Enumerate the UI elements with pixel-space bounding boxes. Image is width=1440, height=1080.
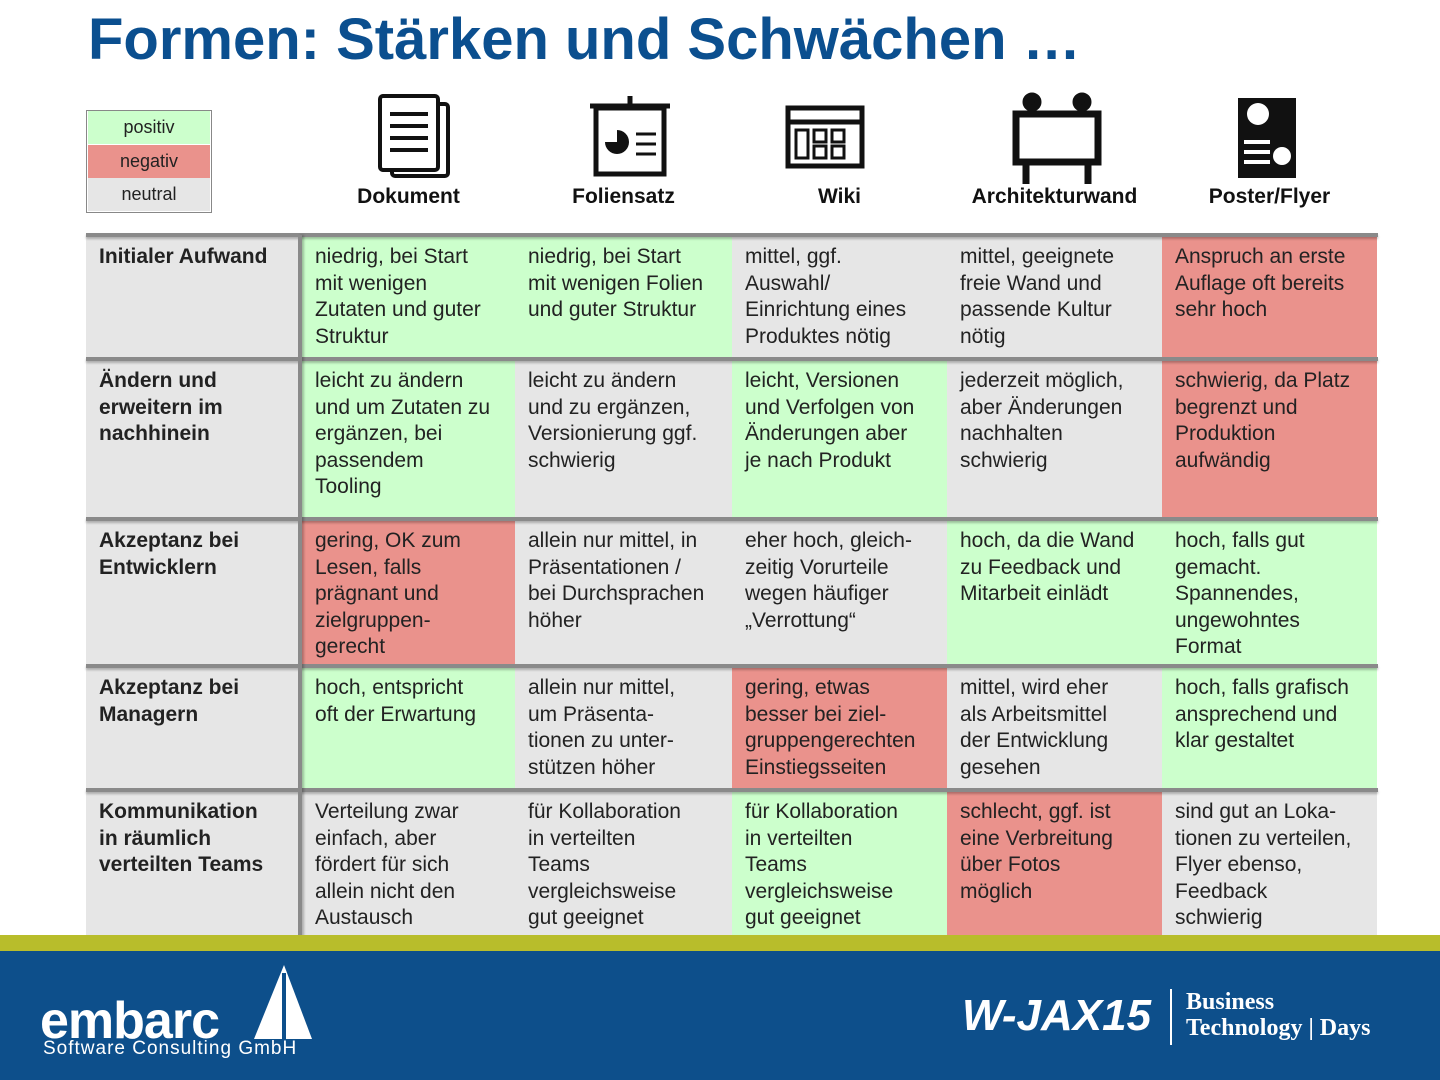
row-separator — [86, 664, 1378, 668]
legend-item: negativ — [88, 144, 210, 178]
cell: leicht zu ändern und um Zutaten zu ergän… — [302, 361, 515, 521]
row-separator — [86, 517, 1378, 521]
row-header: Akzeptanz bei Managern — [86, 668, 302, 792]
row-separator — [86, 233, 1378, 237]
footer-stripe — [0, 935, 1440, 951]
column-header: Architekturwand — [971, 185, 1138, 208]
cell: mittel, ggf. Auswahl/ Einrichtung eines … — [732, 237, 947, 361]
cell: leicht zu ändern und zu ergänzen, Versio… — [515, 361, 732, 521]
cell: allein nur mittel, um Präsenta- tionen z… — [515, 668, 732, 792]
legend — [86, 110, 212, 213]
cell: Anspruch an erste Auflage oft bereits se… — [1162, 237, 1377, 361]
cell: gering, etwas besser bei ziel- gruppenge… — [732, 668, 947, 792]
divider — [1170, 989, 1172, 1045]
company-subtitle: Software Consulting GmbH — [43, 1038, 298, 1059]
row-header: Ändern und erweitern im nachhinein — [86, 361, 302, 521]
cell: hoch, da die Wand zu Feedback und Mitarb… — [947, 521, 1162, 668]
cell: eher hoch, gleich- zeitig Vorurteile weg… — [732, 521, 947, 668]
cell: gering, OK zum Lesen, falls prägnant und… — [302, 521, 515, 668]
cell: Verteilung zwar einfach, aber fördert fü… — [302, 792, 515, 937]
cell: jederzeit möglich, aber Änderungen nachh… — [947, 361, 1162, 521]
event-line: Technology | Days — [1186, 1015, 1371, 1041]
company-logo: embarc — [40, 992, 220, 1050]
cell: für Kollaboration in verteilten Teams ve… — [515, 792, 732, 937]
wall-icon — [1012, 92, 1102, 184]
column-header: Wiki — [818, 185, 861, 208]
legend-item: positiv — [88, 111, 210, 144]
cell: schlecht, ggf. ist eine Verbreitung über… — [947, 792, 1162, 937]
event-logo: W-JAX15 — [962, 991, 1152, 1040]
row-header: Kommunikation in räumlich verteilten Tea… — [86, 792, 302, 937]
cell: hoch, falls grafisch ansprechend und kla… — [1162, 668, 1377, 792]
cell: hoch, falls gut gemacht. Spannendes, ung… — [1162, 521, 1377, 668]
cell: allein nur mittel, in Präsentationen / b… — [515, 521, 732, 668]
poster-icon — [1238, 98, 1296, 178]
cell: sind gut an Loka- tionen zu verteilen, F… — [1162, 792, 1377, 937]
document-icon — [378, 94, 450, 178]
cell: niedrig, bei Start mit wenigen Folien un… — [515, 237, 732, 361]
cell: leicht, Versionen und Verfolgen von Ände… — [732, 361, 947, 521]
wiki-icon — [785, 105, 865, 169]
column-separator — [298, 235, 302, 937]
cell: für Kollaboration in verteilten Teams ve… — [732, 792, 947, 937]
logo-sail — [254, 965, 312, 1039]
cell: niedrig, bei Start mit wenigen Zutaten u… — [302, 237, 515, 361]
column-header: Poster/Flyer — [1208, 185, 1331, 208]
event-line: Business — [1186, 989, 1275, 1015]
column-header: Dokument — [357, 185, 460, 208]
column-header: Foliensatz — [572, 185, 675, 208]
slide-title: Formen: Stärken und Schwächen … — [88, 7, 1081, 72]
slides-icon — [590, 96, 670, 177]
column-icons — [378, 92, 1296, 184]
row-separator — [86, 357, 1378, 361]
cell: hoch, entspricht oft der Erwartung — [302, 668, 515, 792]
row-separator — [86, 788, 1378, 792]
cell: mittel, geeignete freie Wand und passend… — [947, 237, 1162, 361]
row-header: Initialer Aufwand — [86, 237, 302, 361]
row-header: Akzeptanz bei Entwicklern — [86, 521, 302, 668]
footer: embarc Software Consulting GmbH W-JAX15 … — [0, 951, 1440, 1080]
cell: schwierig, da Platz begrenzt und Produkt… — [1162, 361, 1377, 521]
legend-item: neutral — [88, 178, 210, 211]
cell: mittel, wird eher als Arbeitsmittel der … — [947, 668, 1162, 792]
